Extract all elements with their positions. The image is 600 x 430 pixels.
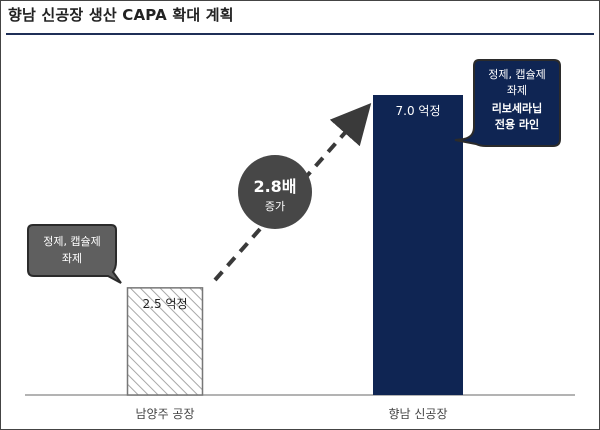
bar-hyang-nam — [373, 95, 463, 395]
callout-right-line-4: 전용 라인 — [495, 117, 539, 131]
callout-right: 정제, 캡슐제 좌제 리보세라닙 전용 라인 — [454, 59, 561, 147]
growth-value-label: 2.8배 — [253, 177, 296, 196]
callout-left-line-2: 좌제 — [62, 252, 82, 265]
bar-nam-yang-ju — [126, 287, 204, 396]
data-label-hyang-nam: 7.0 억정 — [396, 104, 441, 118]
page-title: 향남 신공장 생산 CAPA 확대 계획 — [8, 6, 234, 24]
callout-left-line-1: 정제, 캡슐제 — [43, 235, 101, 248]
category-label-nam-yang-ju: 남양주 공장 — [135, 407, 194, 421]
callout-left: 정제, 캡슐제 좌제 — [27, 224, 122, 284]
callout-right-line-2: 좌제 — [507, 84, 527, 97]
growth-circle — [238, 155, 312, 229]
callout-right-line-3: 리보세라닙 — [492, 101, 543, 115]
growth-arrow — [213, 103, 372, 282]
data-label-nam-yang-ju: 2.5 억정 — [143, 297, 188, 311]
callout-right-line-1: 정제, 캡슐제 — [488, 68, 546, 81]
category-label-hyang-nam: 향남 신공장 — [388, 407, 447, 421]
title-divider — [6, 33, 594, 35]
growth-sub-label: 증가 — [265, 200, 285, 213]
